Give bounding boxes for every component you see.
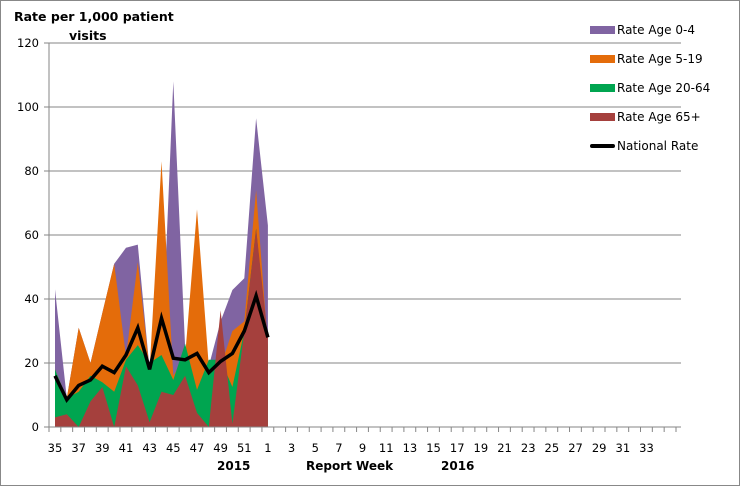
x-tick-label: 3 [288,441,295,455]
y-tick-label: 20 [24,356,39,370]
x-tick-label: 21 [497,441,512,455]
y-axis-title: Rate per 1,000 patient visits [14,7,194,45]
x-tick-label: 33 [639,441,654,455]
x-tick-label: 5 [312,441,319,455]
x-tick-label: 13 [403,441,418,455]
x-tick-label: 19 [474,441,489,455]
legend-line-black-icon [590,143,615,148]
x-tick-label: 11 [379,441,394,455]
y-tick-label: 120 [17,36,39,50]
x-tick-label: 41 [119,441,134,455]
legend-label: National Rate [617,138,699,153]
y-axis-title-line2: visits [69,28,107,43]
x-tick-label: 27 [568,441,583,455]
x-tick-label: 39 [95,441,110,455]
legend-swatch-green-icon [590,83,615,92]
legend-item-age-20-64: Rate Age 20-64 [590,73,735,102]
line-series-national-rate [53,289,270,404]
legend-label: Rate Age 0-4 [617,22,695,37]
area-series-rate-age-65- [55,228,268,427]
area-series-rate-age-5-19 [55,161,268,427]
legend-item-national-rate: National Rate [590,131,735,160]
x-tick-label: 31 [616,441,631,455]
legend-item-age-0-4: Rate Age 0-4 [590,15,735,44]
y-tick-label: 0 [32,420,39,434]
x-tick-label: 25 [545,441,560,455]
x-tick-label: 51 [237,441,252,455]
x-tick-label: 35 [48,441,63,455]
x-tick-label: 1 [264,441,271,455]
x-tick-label: 29 [592,441,607,455]
x-tick-label: 15 [426,441,441,455]
x-axis-title: Report Week [306,459,394,473]
legend: Rate Age 0-4 Rate Age 5-19 Rate Age 20-6… [590,15,735,160]
x-tick-label: 49 [213,441,228,455]
x-tick-label: 7 [335,441,342,455]
x-tick-label: 9 [359,441,366,455]
x-tick-label: 45 [166,441,181,455]
year-label-2015: 2015 [217,459,251,473]
legend-label: Rate Age 65+ [617,109,701,124]
year-label-2016: 2016 [441,459,475,473]
legend-item-age-65-plus: Rate Age 65+ [590,102,735,131]
legend-item-age-5-19: Rate Age 5-19 [590,44,735,73]
y-tick-label: 60 [24,228,39,242]
y-axis-title-line1: Rate per 1,000 patient [14,9,174,24]
x-tick-label: 17 [450,441,465,455]
y-tick-label: 40 [24,292,39,306]
x-tick-label: 47 [190,441,205,455]
y-tick-label: 80 [24,164,39,178]
legend-swatch-red-icon [590,112,615,121]
x-tick-label: 23 [521,441,536,455]
x-tick-label: 43 [142,441,157,455]
legend-swatch-orange-icon [590,54,615,63]
legend-swatch-purple-icon [590,25,615,34]
legend-label: Rate Age 5-19 [617,51,703,66]
y-tick-label: 100 [17,100,39,114]
legend-label: Rate Age 20-64 [617,80,711,95]
x-tick-label: 37 [71,441,86,455]
